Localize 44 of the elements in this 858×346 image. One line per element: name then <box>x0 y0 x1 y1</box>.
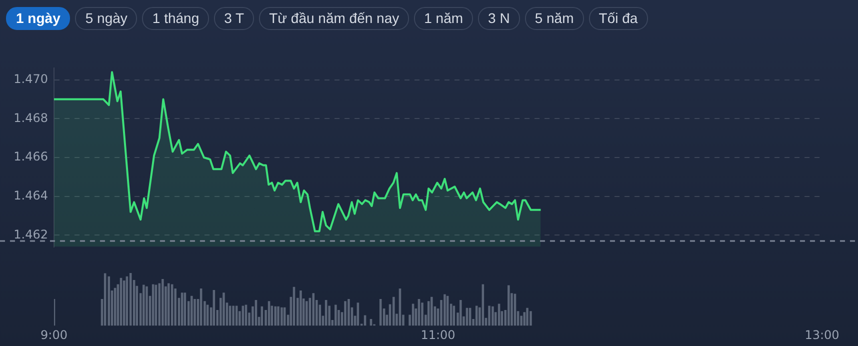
text: 5 ngày <box>75 7 138 30</box>
bar <box>508 285 510 326</box>
y-tick-label: 1.464 <box>14 188 48 202</box>
y-tick-label: 1.470 <box>14 72 48 86</box>
x-tick-label: 11:00 <box>420 328 456 342</box>
text: 1 năm <box>414 7 474 30</box>
bar <box>274 306 277 326</box>
bar <box>222 292 225 326</box>
bar <box>142 284 145 326</box>
x-tick-label: 9:00 <box>40 328 68 342</box>
bar <box>488 306 490 326</box>
bar <box>344 301 346 326</box>
bar <box>348 298 350 326</box>
bar <box>174 288 176 326</box>
bar <box>146 286 148 326</box>
text: 1 ngày <box>6 7 70 30</box>
text: 1 tháng <box>142 7 210 30</box>
text: 5 năm <box>524 7 584 30</box>
text: 3 T <box>214 7 254 30</box>
bar <box>280 307 283 326</box>
y-tick-label: 1.466 <box>14 150 48 164</box>
bar <box>392 296 395 326</box>
bar <box>492 306 494 326</box>
bar <box>194 298 196 326</box>
bar <box>334 304 337 326</box>
bar <box>190 296 193 326</box>
y-tick-label: 1.462 <box>14 227 48 242</box>
bar <box>444 294 446 326</box>
bar <box>526 308 528 326</box>
bar <box>162 278 164 326</box>
text: Từ đầu năm đến nay <box>259 7 410 30</box>
bar <box>167 283 170 326</box>
bar <box>306 301 308 326</box>
bar <box>430 296 433 326</box>
bar <box>300 290 302 326</box>
bar <box>421 302 424 326</box>
text: 3 N <box>478 7 520 30</box>
text: Tối đa <box>588 7 648 30</box>
x-tick-label: 13:00 <box>804 328 840 342</box>
bar <box>460 300 462 326</box>
bar <box>232 306 234 326</box>
bar <box>530 311 532 326</box>
bar <box>277 306 280 326</box>
y-tick-label: 1.468 <box>14 110 48 125</box>
